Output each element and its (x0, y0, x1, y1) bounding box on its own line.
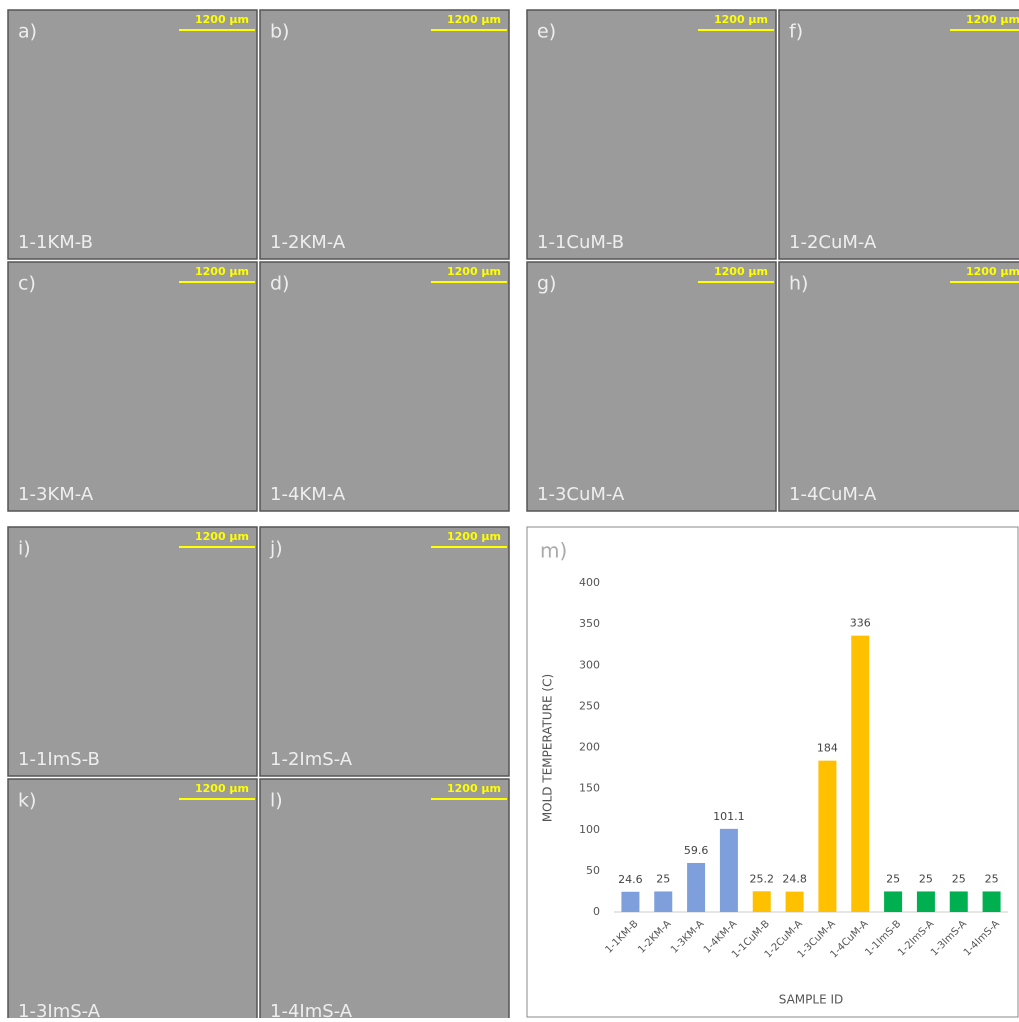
bar (983, 891, 1001, 912)
panel-letter: a) (18, 21, 37, 43)
bar (687, 863, 705, 912)
scale-label: 1200 µm (714, 13, 768, 26)
value-label: 24.6 (618, 873, 643, 886)
micrograph (527, 262, 776, 511)
value-label: 25 (952, 872, 966, 885)
micrograph (8, 10, 257, 259)
panel-letter: i) (18, 538, 31, 560)
y-tick-label: 200 (579, 741, 600, 754)
sample-label: 1-3ImS-A (18, 1001, 101, 1018)
bar (950, 891, 968, 912)
y-tick-label: 150 (579, 782, 600, 795)
sample-label: 1-2ImS-A (270, 749, 353, 770)
sample-label: 1-3CuM-A (537, 484, 625, 505)
micrograph (260, 10, 509, 259)
bar (753, 891, 771, 912)
panel-letter: h) (789, 273, 808, 295)
micrograph (779, 10, 1019, 259)
value-label: 24.8 (782, 873, 807, 886)
scale-label: 1200 µm (195, 265, 249, 278)
panel-letter: g) (537, 273, 556, 295)
value-label: 25.2 (750, 872, 775, 885)
y-tick-label: 250 (579, 699, 600, 712)
y-axis-label: MOLD TEMPERATURE (C) (541, 674, 555, 822)
scale-label: 1200 µm (195, 13, 249, 26)
value-label: 25 (985, 872, 999, 885)
y-tick-label: 300 (579, 658, 600, 671)
micrograph (779, 262, 1019, 511)
bar (884, 891, 902, 912)
sample-label: 1-4ImS-A (270, 1001, 353, 1018)
bar (917, 891, 935, 912)
sample-label: 1-4CuM-A (789, 484, 877, 505)
y-tick-label: 0 (593, 905, 600, 918)
sample-label: 1-2KM-A (270, 232, 346, 253)
micrograph (260, 527, 509, 776)
bar (654, 891, 672, 912)
value-label: 59.6 (684, 844, 709, 857)
scale-label: 1200 µm (714, 265, 768, 278)
panel-letter: e) (537, 21, 556, 43)
bar (851, 636, 869, 912)
micrograph (260, 262, 509, 511)
y-tick-label: 100 (579, 823, 600, 836)
sample-label: 1-4KM-A (270, 484, 346, 505)
panel-letter: c) (18, 273, 36, 295)
value-label: 25 (886, 872, 900, 885)
y-tick-label: 350 (579, 617, 600, 630)
panel-letter: l) (270, 790, 283, 812)
scale-label: 1200 µm (195, 530, 249, 543)
value-label: 25 (656, 872, 670, 885)
panel-letter: f) (789, 21, 803, 43)
scale-label: 1200 µm (195, 782, 249, 795)
value-label: 25 (919, 872, 933, 885)
y-tick-label: 50 (586, 864, 600, 877)
scale-label: 1200 µm (966, 265, 1019, 278)
sample-label: 1-3KM-A (18, 484, 94, 505)
bar (621, 892, 639, 912)
bar (786, 892, 804, 912)
scale-label: 1200 µm (447, 782, 501, 795)
value-label: 336 (850, 617, 871, 630)
scale-label: 1200 µm (447, 530, 501, 543)
value-label: 101.1 (713, 810, 745, 823)
panel-letter: k) (18, 790, 36, 812)
bar (818, 761, 836, 912)
value-label: 184 (817, 742, 838, 755)
scale-label: 1200 µm (447, 265, 501, 278)
chart-title: m) (540, 539, 567, 563)
scale-label: 1200 µm (966, 13, 1019, 26)
panel-letter: d) (270, 273, 289, 295)
micrograph (8, 779, 257, 1018)
panel-letter: j) (269, 538, 283, 560)
sample-label: 1-2CuM-A (789, 232, 877, 253)
figure: m) MOLD TEMPERATURE (C) SAMPLE ID a) 1200… (0, 0, 1019, 1018)
micrograph (8, 527, 257, 776)
sample-label: 1-1KM-B (18, 232, 93, 253)
bar (720, 829, 738, 912)
micrograph (527, 10, 776, 259)
panel-letter: b) (270, 21, 289, 43)
y-tick-label: 400 (579, 576, 600, 589)
sample-label: 1-1CuM-B (537, 232, 624, 253)
micrograph (8, 262, 257, 511)
scale-label: 1200 µm (447, 13, 501, 26)
micrograph (260, 779, 509, 1018)
sample-label: 1-1ImS-B (18, 749, 100, 770)
x-axis-label: SAMPLE ID (779, 993, 844, 1007)
